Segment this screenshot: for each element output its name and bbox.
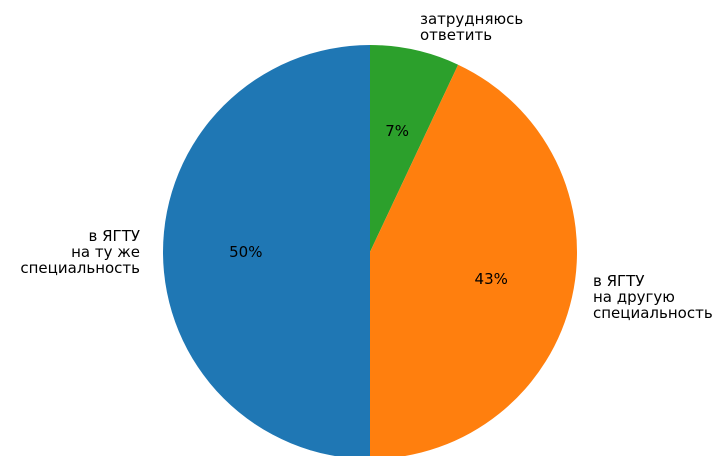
slice-category-label-line: в ЯГТУ — [593, 272, 644, 290]
slice-percent-label: 43% — [475, 270, 508, 288]
slice-category-label-line: в ЯГТУ — [89, 227, 140, 245]
slice-category-label-line: на другую — [593, 288, 675, 306]
slice-category-label: в ЯГТУ на ту же специальность — [20, 227, 140, 277]
slice-category-label-line: ответить — [420, 26, 492, 44]
slice-category-label: затрудняюсь ответить — [420, 10, 523, 44]
slice-category-label-line: затрудняюсь — [420, 10, 523, 28]
slice-percent-label: 7% — [385, 122, 409, 140]
slice-category-label-line: специальность — [593, 304, 713, 322]
pie-slice — [370, 64, 577, 456]
pie-slices — [163, 45, 577, 456]
slice-category-label-line: на ту же — [71, 243, 140, 261]
pie-slice — [163, 45, 370, 456]
slice-category-label: в ЯГТУ на другую специальность — [593, 272, 713, 322]
slice-category-label-line: специальность — [20, 259, 140, 277]
pie-slice — [370, 45, 459, 252]
slice-percent-label: 50% — [229, 243, 262, 261]
